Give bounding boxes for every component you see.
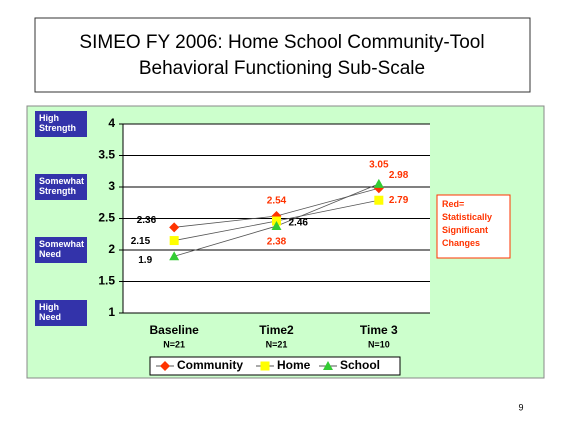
marker: [271, 221, 282, 231]
label-line: Need: [39, 249, 61, 259]
label-box: [35, 111, 87, 137]
label-text: Somewhat Strength: [39, 176, 84, 196]
legend-label: School: [340, 358, 380, 372]
legend-label: Community: [177, 358, 243, 372]
label-line: Need: [39, 312, 61, 322]
annotation-line: Red=: [442, 199, 464, 209]
data-label: 1.9: [138, 255, 152, 266]
data-label: 3.05: [369, 159, 389, 170]
marker: [169, 222, 180, 233]
label-box: [35, 237, 87, 263]
data-label: 2.98: [389, 170, 409, 181]
legend-label: Home: [277, 358, 311, 372]
label-line: Strength: [39, 186, 76, 196]
y-tick-label: 4: [108, 116, 115, 130]
x-tick-note: N=10: [368, 339, 390, 349]
y-category-label: Somewhat Strength: [35, 174, 87, 200]
legend-marker: [160, 361, 170, 371]
marker: [169, 251, 180, 261]
label-line: Somewhat: [39, 239, 84, 249]
y-tick-label: 2: [108, 242, 115, 256]
marker: [169, 236, 179, 246]
y-category-label: Somewhat Need: [35, 237, 87, 263]
label-text: High Strength: [39, 113, 76, 133]
marker: [373, 178, 384, 188]
x-tick-note: N=21: [163, 339, 185, 349]
y-tick-label: 3: [108, 179, 115, 193]
label-line: Strength: [39, 123, 76, 133]
chart-title: SIMEO FY 2006: Home School Community-Too…: [79, 32, 484, 53]
x-tick-note: N=21: [266, 339, 288, 349]
y-tick-label: 1.5: [98, 274, 115, 288]
label-text: Somewhat Need: [39, 239, 84, 259]
label-line: Somewhat: [39, 176, 84, 186]
x-tick-label: Time 3: [360, 323, 398, 337]
y-tick-label: 2.5: [98, 211, 115, 225]
data-label: 2.36: [137, 215, 157, 226]
label-text: High Need: [39, 302, 61, 322]
page-number: 9: [518, 402, 523, 412]
label-line: High: [39, 302, 59, 312]
data-label: 2.15: [131, 236, 151, 247]
y-tick-label: 3.5: [98, 148, 115, 162]
annotation-line: Significant: [442, 225, 488, 235]
annotation: Red= Statistically Significant Changes: [442, 199, 492, 248]
label-line: High: [39, 113, 59, 123]
marker: [272, 216, 281, 226]
label-box: [35, 174, 87, 200]
annotation-line: Statistically: [442, 212, 492, 222]
data-label: 2.46: [289, 218, 309, 229]
legend-marker: [260, 361, 270, 371]
x-tick-label: Baseline: [149, 323, 199, 337]
y-category-label: High Strength: [35, 111, 87, 137]
annotation-box: [436, 194, 511, 259]
data-label: 2.38: [267, 237, 287, 248]
data-label: 2.79: [389, 195, 409, 206]
marker: [374, 195, 384, 205]
legend-box: [149, 356, 401, 376]
x-tick-label: Time2: [259, 323, 294, 337]
legend-marker: [323, 361, 333, 370]
data-label: 2.54: [267, 196, 287, 207]
y-category-label: High Need: [35, 300, 87, 326]
title-box: [34, 17, 531, 93]
chart-subtitle: Behavioral Functioning Sub-Scale: [139, 58, 425, 79]
annotation-line: Changes: [442, 238, 480, 248]
y-tick-label: 1: [108, 305, 115, 319]
label-box: [35, 300, 87, 326]
